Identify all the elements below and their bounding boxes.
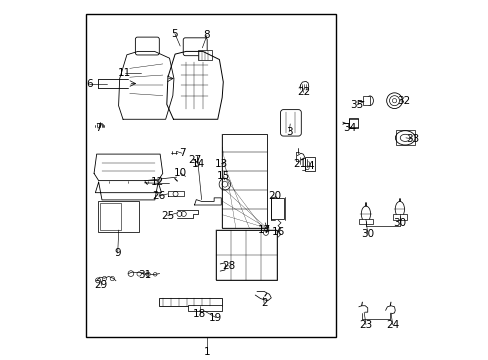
Text: 17: 17 — [257, 225, 270, 235]
Text: 33: 33 — [405, 134, 418, 144]
Text: 10: 10 — [173, 168, 186, 178]
Bar — [348, 118, 357, 128]
Text: 12: 12 — [150, 177, 163, 187]
Bar — [392, 214, 406, 220]
Bar — [159, 298, 222, 306]
Bar — [395, 130, 414, 145]
Bar — [304, 157, 315, 171]
Text: 28: 28 — [222, 261, 235, 271]
Text: 6: 6 — [85, 78, 92, 89]
Text: 23: 23 — [359, 320, 372, 330]
Text: 8: 8 — [203, 30, 210, 40]
Text: 5: 5 — [171, 28, 178, 39]
Bar — [358, 219, 372, 224]
FancyBboxPatch shape — [135, 37, 159, 55]
Bar — [222, 134, 266, 228]
Text: 25: 25 — [161, 211, 174, 221]
Text: 27: 27 — [187, 156, 201, 165]
Text: 4: 4 — [306, 161, 313, 171]
Text: 32: 32 — [396, 96, 409, 107]
Bar — [362, 96, 369, 105]
Bar — [100, 203, 121, 230]
Text: 16: 16 — [271, 227, 285, 237]
Text: 11: 11 — [118, 68, 131, 78]
Bar — [198, 50, 211, 60]
Text: 3: 3 — [285, 127, 292, 137]
Text: 9: 9 — [114, 248, 121, 258]
Bar — [98, 202, 139, 232]
Text: 15: 15 — [216, 171, 229, 181]
Text: 20: 20 — [268, 191, 281, 201]
Text: 2: 2 — [260, 298, 267, 308]
Text: 21: 21 — [293, 159, 306, 169]
Text: 35: 35 — [350, 100, 363, 110]
Text: 22: 22 — [296, 87, 309, 98]
FancyBboxPatch shape — [280, 110, 301, 136]
Text: 1: 1 — [203, 347, 210, 357]
FancyBboxPatch shape — [183, 38, 207, 56]
Text: 31: 31 — [138, 270, 151, 280]
Bar — [85, 14, 335, 337]
Text: 7: 7 — [95, 123, 101, 133]
Text: 13: 13 — [214, 159, 227, 169]
Bar — [271, 198, 283, 219]
Text: 19: 19 — [209, 312, 222, 323]
Text: 29: 29 — [94, 280, 107, 291]
Bar — [216, 230, 276, 280]
Text: 18: 18 — [193, 309, 206, 319]
Text: 26: 26 — [152, 191, 165, 201]
Text: 24: 24 — [386, 320, 399, 330]
Text: 30: 30 — [361, 229, 373, 239]
Text: 14: 14 — [191, 159, 204, 169]
Text: 34: 34 — [343, 123, 356, 133]
Bar — [188, 305, 222, 311]
Text: 30: 30 — [392, 218, 406, 228]
Text: 7: 7 — [178, 148, 185, 158]
